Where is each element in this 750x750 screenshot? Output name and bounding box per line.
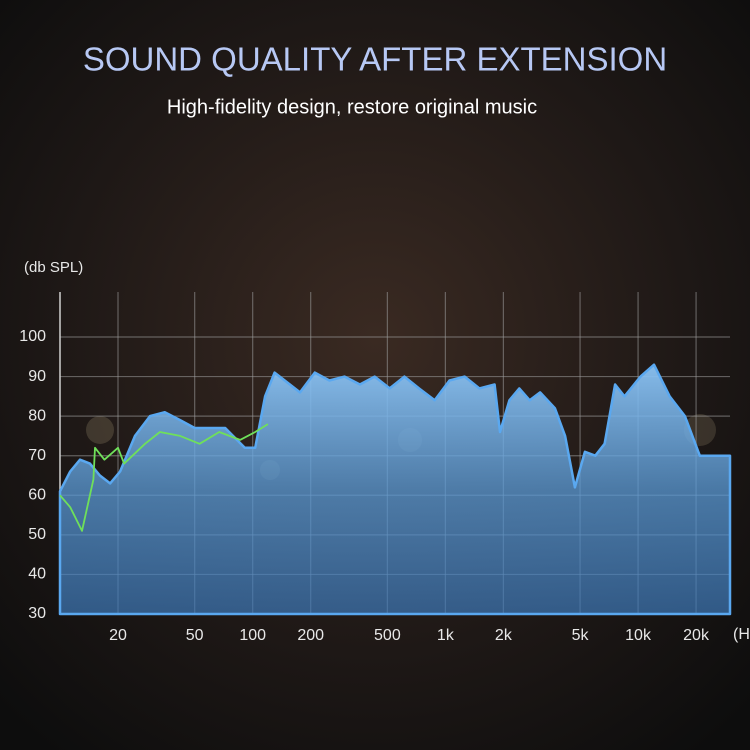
y-tick-label: 30 (28, 605, 46, 622)
x-tick-label: 50 (186, 627, 204, 644)
x-axis-label: (Hz) (733, 626, 750, 643)
y-tick-label: 40 (28, 566, 46, 583)
y-tick-label: 90 (28, 368, 46, 385)
x-tick-label: 20k (683, 627, 710, 644)
bokeh (86, 416, 114, 444)
area (58, 363, 732, 616)
x-tick-label: 5k (572, 627, 590, 644)
x-tick-label: 10k (625, 627, 652, 644)
x-tick-label: 1k (437, 627, 455, 644)
y-tick-label: 60 (28, 487, 46, 504)
title: SOUND QUALITY AFTER EXTENSION (83, 41, 667, 78)
y-tick-label: 70 (28, 447, 46, 464)
x-tick-label: 100 (239, 627, 266, 644)
x-tick-label: 2k (495, 627, 513, 644)
x-tick-label: 200 (297, 627, 324, 644)
line (59, 423, 269, 532)
x-tick-label: 500 (374, 627, 401, 644)
subtitle: High-fidelity design, restore original m… (167, 96, 537, 118)
y-tick-label: 50 (28, 526, 46, 543)
y-axis-label: (db SPL) (24, 259, 83, 276)
x-tick-label: 20 (109, 627, 127, 644)
tick-labels: 30 40 50 60 70 80 90 100 20 50 100 200 500 1k 2k 5k 10k 2… (19, 328, 710, 644)
plot (58, 363, 732, 616)
y-tick-label: 100 (19, 328, 46, 345)
y-tick-label: 80 (28, 407, 46, 424)
